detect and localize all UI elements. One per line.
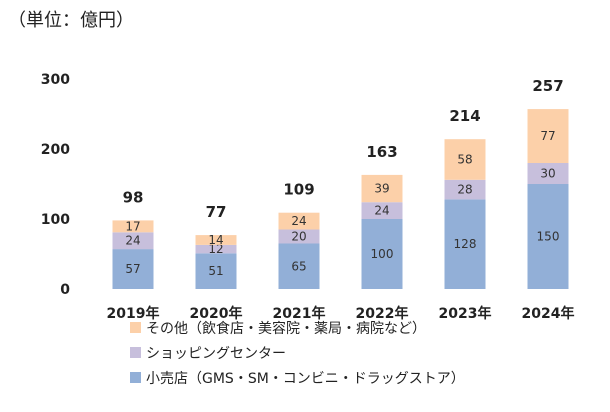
- segment-label: 57: [125, 262, 140, 276]
- segment-label: 128: [454, 237, 477, 251]
- bar-segment: [444, 179, 486, 200]
- segment-label: 24: [291, 214, 306, 228]
- total-label: 109: [283, 181, 314, 199]
- total-label: 77: [206, 203, 227, 221]
- bar-segment: [361, 219, 403, 289]
- legend: その他（飲食店・美容院・薬局・病院など） ショッピングセンター小売店（GMS・SM…: [130, 320, 465, 387]
- bar-segment: [278, 229, 320, 244]
- total-label: 214: [449, 107, 480, 125]
- bar-segment: [361, 202, 403, 219]
- segment-label: 30: [540, 167, 555, 181]
- legend-swatch: [130, 372, 141, 383]
- total-label: 163: [366, 143, 397, 161]
- bar-segment: [278, 243, 320, 289]
- total-labels: 98 77 109 163 214 257: [123, 77, 564, 221]
- segment-label: 24: [374, 204, 389, 218]
- segment-label: 77: [540, 129, 555, 143]
- unit-label: （単位：億円）: [8, 10, 134, 31]
- segment-label: 39: [374, 182, 389, 196]
- category-label: 2023年: [439, 305, 492, 322]
- y-tick-label: 100: [41, 212, 70, 228]
- bar-segment: [444, 199, 486, 289]
- segment-label: 24: [125, 234, 140, 248]
- y-tick-label: 300: [41, 72, 70, 88]
- bar-segment: [195, 235, 237, 245]
- legend-swatch: [130, 347, 141, 358]
- bar-segment: [361, 174, 403, 203]
- category-label: 2024年: [522, 305, 575, 322]
- segment-label: 100: [371, 247, 394, 261]
- category-label: 2019年: [107, 305, 160, 322]
- segment-label: 12: [208, 242, 223, 256]
- category-label: 2022年: [356, 305, 409, 322]
- segment-label: 51: [208, 264, 223, 278]
- total-label: 98: [123, 188, 144, 206]
- y-tick-label: 200: [41, 142, 70, 158]
- legend-label: ショッピングセンター: [146, 346, 286, 362]
- bar-segment: [527, 163, 569, 184]
- legend-swatch: [130, 322, 141, 333]
- segment-label: 14: [208, 233, 223, 247]
- bar-segment: [527, 109, 569, 163]
- segment-label: 28: [457, 183, 472, 197]
- y-tick-label: 0: [60, 282, 70, 298]
- bar-segment: [278, 212, 320, 230]
- category-labels: 2019年 2020年 2021年 2022年 2023年 2024年: [107, 305, 575, 322]
- legend-label: 小売店（GMS・SM・コンビニ・ドラッグストア）: [146, 371, 465, 387]
- y-axis-ticks: 0 100 200 300: [41, 72, 70, 298]
- bar-segment: [112, 220, 154, 233]
- segment-label: 58: [457, 153, 472, 167]
- bar-segment: [444, 139, 486, 180]
- legend-label: その他（飲食店・美容院・薬局・病院など）: [146, 320, 426, 337]
- segment-label: 20: [291, 230, 306, 244]
- bar-segment: [195, 244, 237, 254]
- segment-label: 17: [125, 219, 140, 233]
- segment-label: 150: [537, 230, 560, 244]
- total-label: 257: [532, 77, 563, 95]
- segment-label: 65: [291, 259, 306, 273]
- bar-segment: [112, 249, 154, 289]
- category-label: 2020年: [190, 305, 243, 322]
- bar-segment: [112, 232, 154, 250]
- bar-segment: [195, 253, 237, 289]
- category-label: 2021年: [273, 305, 326, 322]
- bar-segment: [527, 184, 569, 289]
